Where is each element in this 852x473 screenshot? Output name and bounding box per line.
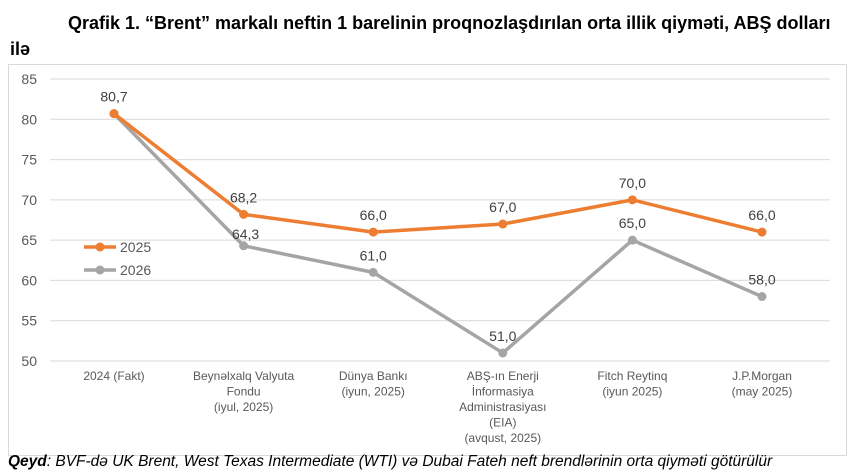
data-point-2025 <box>239 209 249 219</box>
series-line-2025 <box>112 112 763 234</box>
y-tick-label: 80 <box>21 111 37 127</box>
data-point-2025 <box>627 195 637 205</box>
data-label-2025: 70,0 <box>619 175 646 191</box>
data-label-2026: 64,3 <box>232 226 259 242</box>
data-label-2026: 61,0 <box>360 247 387 263</box>
data-label-2025: 80,7 <box>100 89 127 105</box>
legend-marker-2026 <box>95 265 105 275</box>
data-label-2026: 58,0 <box>748 272 775 288</box>
footnote-text: : BVF-də UK Brent, West Texas Intermedia… <box>46 453 773 470</box>
legend-label: 2025 <box>120 239 151 255</box>
footnote: Qeyd: BVF-də UK Brent, West Texas Interm… <box>8 453 772 471</box>
y-tick-label: 70 <box>21 192 37 208</box>
x-tick-label: ABŞ-ın Enerji <box>467 369 539 383</box>
x-tick-label: İnformasiya <box>472 385 534 399</box>
x-tick-label: (iyun, 2025) <box>342 385 405 399</box>
data-label-2026: 65,0 <box>619 215 646 231</box>
footnote-label: Qeyd <box>8 453 47 470</box>
x-tick-label: (EIA) <box>489 416 516 430</box>
data-point-2025 <box>757 227 767 237</box>
x-tick-label: (may 2025) <box>732 385 793 399</box>
data-label-2026: 51,0 <box>489 328 516 344</box>
chart-title: Qrafik 1. “Brent” markalı neftin 1 barel… <box>10 13 831 59</box>
chart-frame <box>8 64 847 456</box>
data-point-2026 <box>239 241 249 251</box>
data-label-2025: 66,0 <box>360 207 387 223</box>
data-point-2025 <box>498 219 508 229</box>
data-point-2026 <box>757 292 767 302</box>
data-point-2026 <box>368 267 378 277</box>
data-point-2026 <box>498 348 508 358</box>
x-tick-label: Administrasiyası <box>459 400 546 414</box>
x-tick-label: Dünya Bankı <box>339 369 408 383</box>
data-label-2025: 68,2 <box>230 189 257 205</box>
data-label-2025: 66,0 <box>748 207 775 223</box>
y-tick-label: 85 <box>21 71 37 87</box>
data-label-2025: 67,0 <box>489 199 516 215</box>
y-tick-label: 65 <box>21 232 37 248</box>
y-tick-label: 55 <box>21 313 37 329</box>
x-tick-label: 2024 (Fakt) <box>83 369 144 383</box>
x-tick-label: Beynəlxalq Valyuta <box>193 369 295 383</box>
x-tick-label: (avqust, 2025) <box>464 431 541 445</box>
data-point-2025 <box>109 109 119 119</box>
x-tick-label: Fondu <box>227 385 261 399</box>
x-tick-label: Fitch Reytinq <box>597 369 667 383</box>
legend-marker-2025 <box>95 242 105 252</box>
x-tick-label: J.P.Morgan <box>732 369 792 383</box>
x-tick-label: (iyun 2025) <box>602 385 662 399</box>
data-point-2025 <box>368 227 378 237</box>
legend-label: 2026 <box>120 262 151 278</box>
y-tick-label: 60 <box>21 272 37 288</box>
y-tick-label: 50 <box>21 353 37 369</box>
series-line-2026 <box>112 112 763 355</box>
x-tick-label: (iyul, 2025) <box>214 400 273 414</box>
y-tick-label: 75 <box>21 152 37 168</box>
data-point-2026 <box>627 235 637 245</box>
